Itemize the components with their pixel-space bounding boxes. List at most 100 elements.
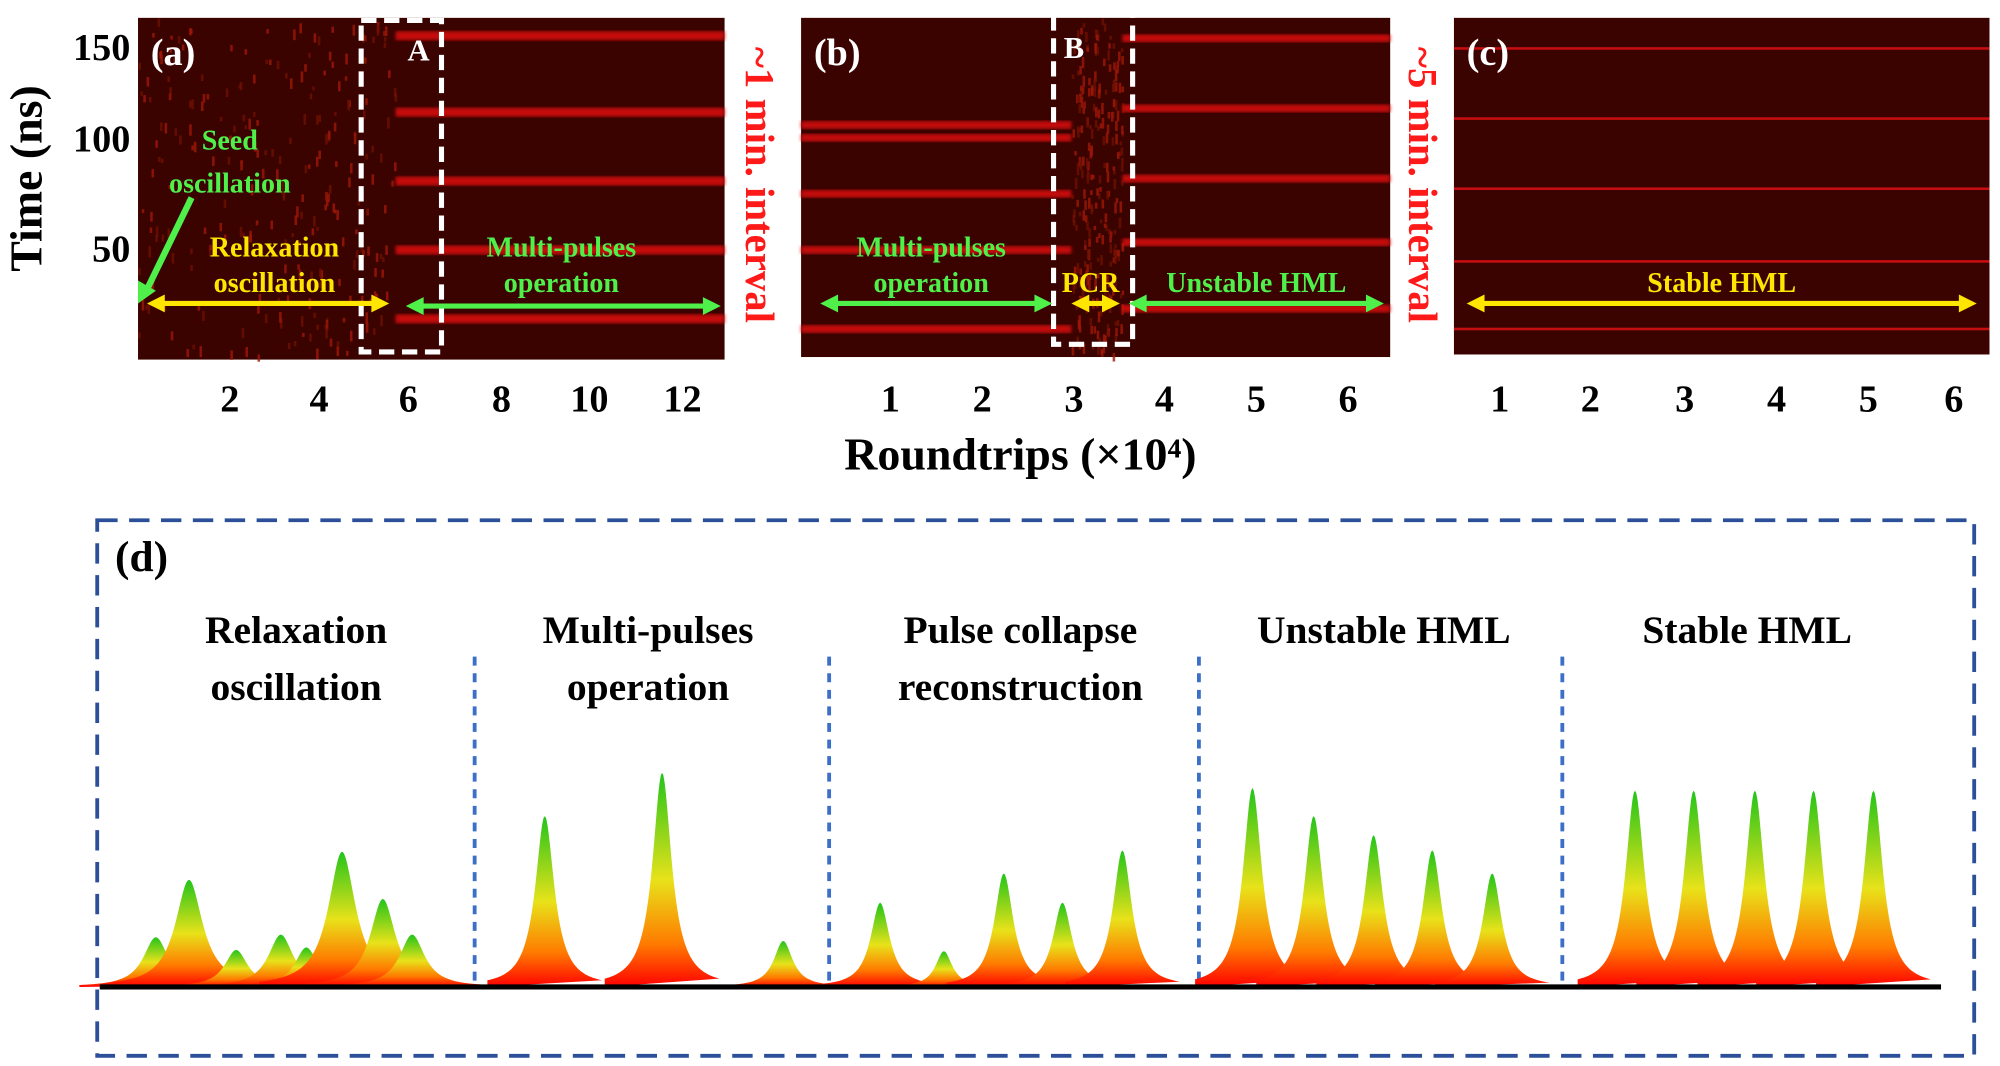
heatmap-noise xyxy=(382,257,385,263)
heatmap-noise xyxy=(239,226,243,237)
heatmap-noise xyxy=(349,163,353,174)
heatmap-noise xyxy=(1114,82,1118,92)
heatmap-noise xyxy=(1115,327,1118,337)
heatmap-noise xyxy=(1075,303,1079,310)
heatmap-noise xyxy=(334,111,337,116)
heatmap-noise xyxy=(1082,210,1086,221)
heatmap-noise xyxy=(1104,286,1107,297)
pulse-peak xyxy=(166,949,307,987)
heatmap-noise xyxy=(245,347,249,358)
heatmap-noise xyxy=(160,158,164,164)
heatmap-noise xyxy=(1113,102,1116,106)
heatmap-noise xyxy=(1095,30,1099,39)
heatmap-noise xyxy=(1090,145,1093,157)
heatmap-noise xyxy=(1071,74,1075,79)
x-tick-label: 1 xyxy=(881,379,900,421)
heatmap-noise xyxy=(364,57,367,64)
heatmap-noise xyxy=(1088,88,1091,97)
heatmap-noise xyxy=(265,59,268,64)
heatmap-noise xyxy=(1085,270,1088,277)
panel-label: (b) xyxy=(814,32,861,74)
heatmap-noise xyxy=(155,234,158,243)
heatmap-noise xyxy=(319,281,322,288)
pulse-peak xyxy=(1256,816,1372,987)
heatmap-noise xyxy=(1109,235,1112,243)
x-tick-label: 4 xyxy=(310,379,329,421)
heatmap-noise xyxy=(1104,213,1108,223)
heatmap-noise xyxy=(1103,162,1106,169)
annotation: Relaxation xyxy=(210,232,340,263)
heatmap-noise xyxy=(349,295,352,306)
heatmap-noise xyxy=(298,269,302,281)
heatmap-noise xyxy=(1085,158,1089,169)
heatmap-noise xyxy=(1079,93,1082,103)
stage-title: reconstruction xyxy=(898,665,1143,709)
heatmap-noise xyxy=(1096,34,1099,41)
heatmap-noise xyxy=(1112,166,1116,171)
heatmap-stripe xyxy=(395,314,725,324)
heatmap-noise xyxy=(374,268,377,277)
heatmap-noise xyxy=(1096,188,1099,196)
heatmap-noise xyxy=(1098,193,1101,200)
heatmap-noise xyxy=(248,118,251,130)
heatmap-noise xyxy=(1102,342,1106,354)
x-tick-label: 2 xyxy=(973,379,992,421)
heatmap-noise xyxy=(1113,248,1116,256)
y-tick-label: 100 xyxy=(73,119,130,161)
heatmap-stripe xyxy=(801,121,1072,129)
heatmap-noise xyxy=(258,294,262,304)
heatmap-noise xyxy=(360,295,364,302)
heatmap-noise xyxy=(238,136,241,144)
heatmap-noise xyxy=(1080,125,1084,133)
heatmap-noise xyxy=(284,264,287,274)
heatmap-noise xyxy=(192,344,195,350)
heatmap-noise xyxy=(1101,102,1104,115)
heatmap-noise xyxy=(1117,249,1120,257)
heatmap-noise xyxy=(1121,157,1124,166)
heatmap-noise xyxy=(1101,117,1105,129)
pulse-peak xyxy=(306,898,460,987)
x-axis-label: Roundtrips (×10⁴) xyxy=(844,429,1196,480)
pulse-peak xyxy=(604,772,720,987)
heatmap-noise xyxy=(1075,94,1079,104)
heatmap-stripe xyxy=(1122,174,1391,183)
heatmap-noise xyxy=(1120,324,1123,334)
heatmap-noise xyxy=(1094,278,1097,289)
heatmap-noise xyxy=(212,244,216,249)
heatmap-noise xyxy=(1120,48,1124,53)
interval-label: ~5 min. interval xyxy=(1400,47,1445,323)
box-label: B xyxy=(1064,31,1084,65)
heatmap-noise xyxy=(242,114,246,122)
heatmap-noise xyxy=(141,299,145,311)
heatmap-noise xyxy=(318,114,322,122)
heatmap-noise xyxy=(1090,205,1094,212)
heatmap-noise xyxy=(1119,141,1123,146)
heatmap-noise xyxy=(1081,169,1084,179)
heatmap-noise xyxy=(147,303,151,314)
heatmap-noise xyxy=(328,185,332,195)
heatmap-noise xyxy=(291,233,295,238)
heatmap-noise xyxy=(1103,223,1107,228)
heatmap-noise xyxy=(1083,240,1087,245)
heatmap-noise xyxy=(302,332,305,337)
heatmap-noise xyxy=(150,211,153,222)
heatmap-noise xyxy=(279,318,283,329)
heatmap-noise xyxy=(391,180,394,187)
heatmap-noise xyxy=(1102,334,1106,345)
heatmap-noise xyxy=(325,328,328,339)
heatmap-noise xyxy=(271,149,274,157)
heatmap-noise xyxy=(1111,286,1115,296)
heatmap-noise xyxy=(1080,85,1083,92)
heatmap-noise xyxy=(1088,197,1091,209)
heatmap-noise xyxy=(328,51,332,61)
heatmap-noise xyxy=(168,185,172,189)
heatmap-noise xyxy=(1078,211,1082,217)
highlight-box xyxy=(1051,10,1136,347)
heatmap-noise xyxy=(278,155,282,165)
heatmap-noise xyxy=(151,280,155,290)
heatmap-noise xyxy=(1079,277,1083,288)
heatmap-noise xyxy=(1105,162,1109,173)
heatmap-noise xyxy=(241,280,244,288)
heatmap-noise xyxy=(223,199,227,209)
stage-title: Relaxation xyxy=(205,608,387,652)
